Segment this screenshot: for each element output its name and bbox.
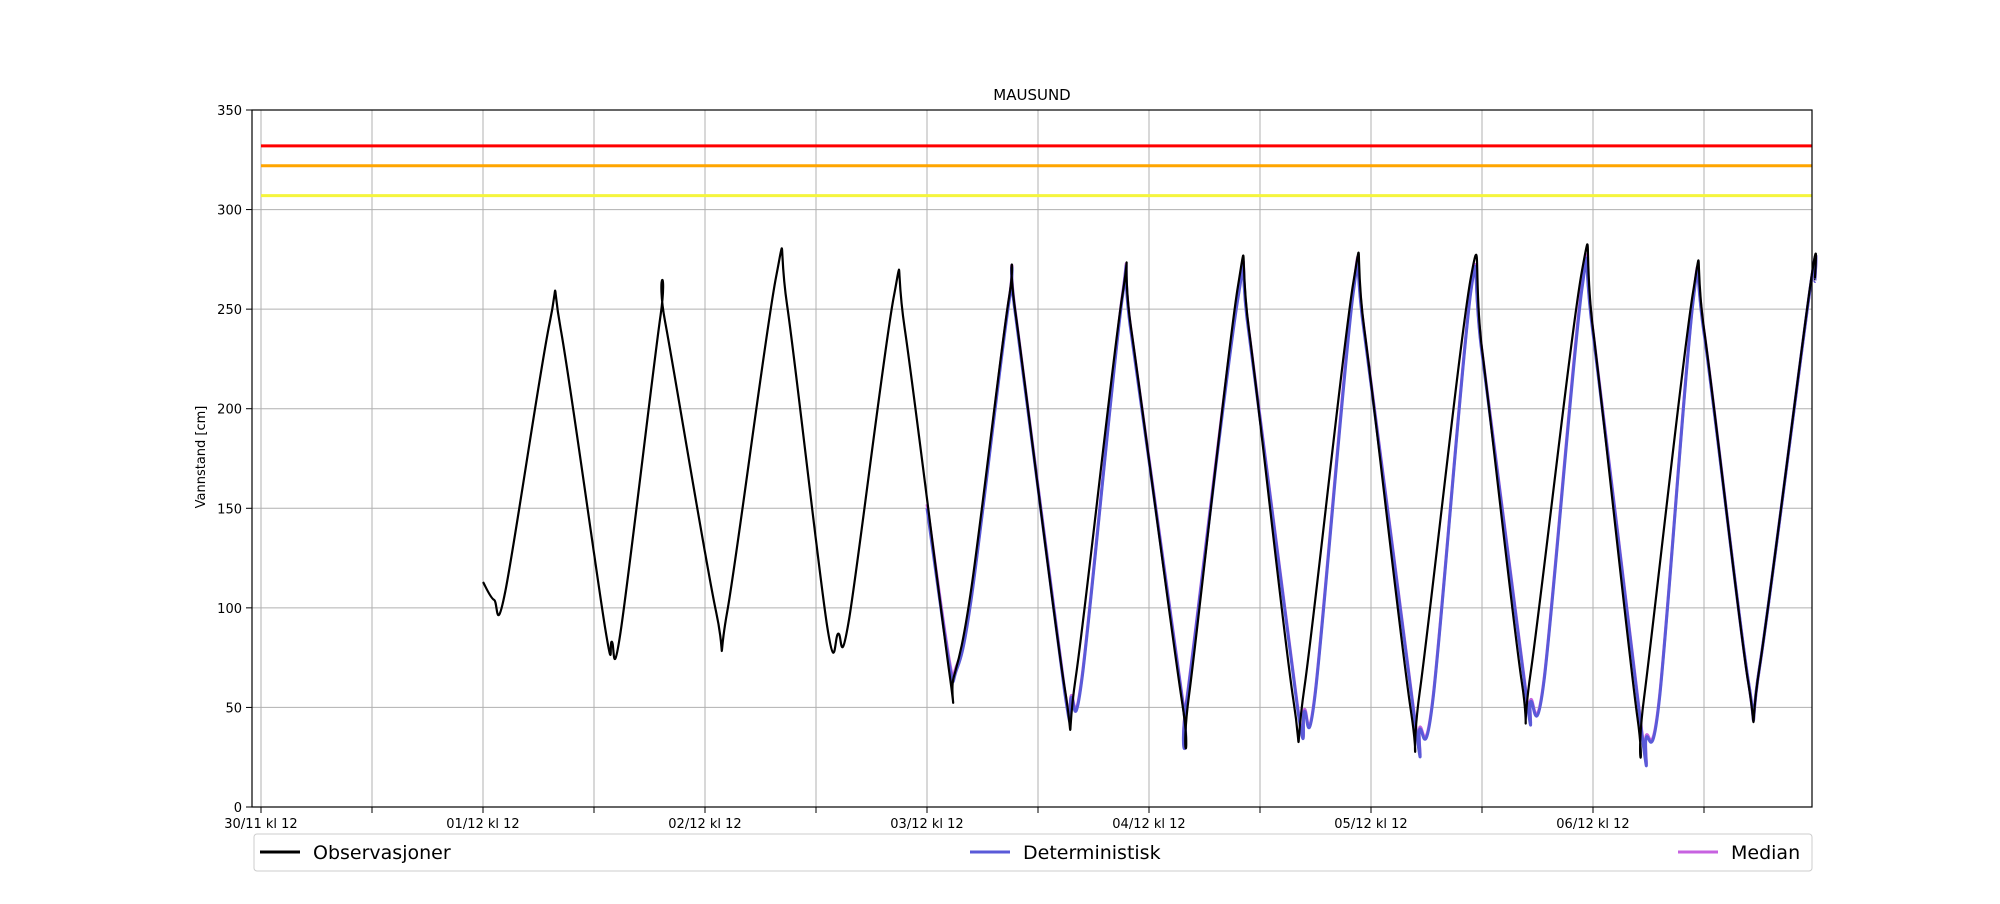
y-tick-label: 150 xyxy=(217,502,242,517)
x-tick-label: 06/12 kl 12 xyxy=(1556,817,1629,832)
x-tick-label: 30/11 kl 12 xyxy=(224,817,297,832)
legend-label-deterministisk: Deterministisk xyxy=(1023,842,1161,864)
legend-label-observasjoner: Observasjoner xyxy=(313,842,451,864)
y-tick-label: 200 xyxy=(217,403,242,418)
y-tick-label: 50 xyxy=(225,701,242,716)
y-tick-label: 250 xyxy=(217,303,242,318)
chart-title: MAUSUND xyxy=(993,86,1070,104)
series-line-deterministisk xyxy=(925,254,1818,768)
legend: Observasjoner Deterministisk Median xyxy=(253,833,1813,872)
x-tick-label: 04/12 kl 12 xyxy=(1112,817,1185,832)
series-layer xyxy=(482,243,1818,768)
legend-box xyxy=(253,833,1813,872)
legend-label-median: Median xyxy=(1731,842,1800,864)
threshold-lines xyxy=(261,144,1812,198)
y-tick-label: 100 xyxy=(217,602,242,617)
x-tick-label: 05/12 kl 12 xyxy=(1334,817,1407,832)
plot-frame xyxy=(251,109,1813,808)
x-tick-label: 01/12 kl 12 xyxy=(446,817,519,832)
x-tick-label: 02/12 kl 12 xyxy=(668,817,741,832)
y-axis-label: Vannstand [cm] xyxy=(194,406,209,509)
y-tick-label: 0 xyxy=(234,801,242,816)
y-tick-label: 300 xyxy=(217,204,242,219)
y-tick-label: 350 xyxy=(217,104,242,119)
series-line-observasjoner xyxy=(482,243,1818,759)
series-line-median xyxy=(925,253,1818,766)
grid-layer xyxy=(252,109,1812,808)
tick-layer: 0 50 100 150 200 250 300 350 30/11 kl 12 01/12 kl… xyxy=(217,104,1705,832)
x-tick-label: 03/12 kl 12 xyxy=(890,817,963,832)
